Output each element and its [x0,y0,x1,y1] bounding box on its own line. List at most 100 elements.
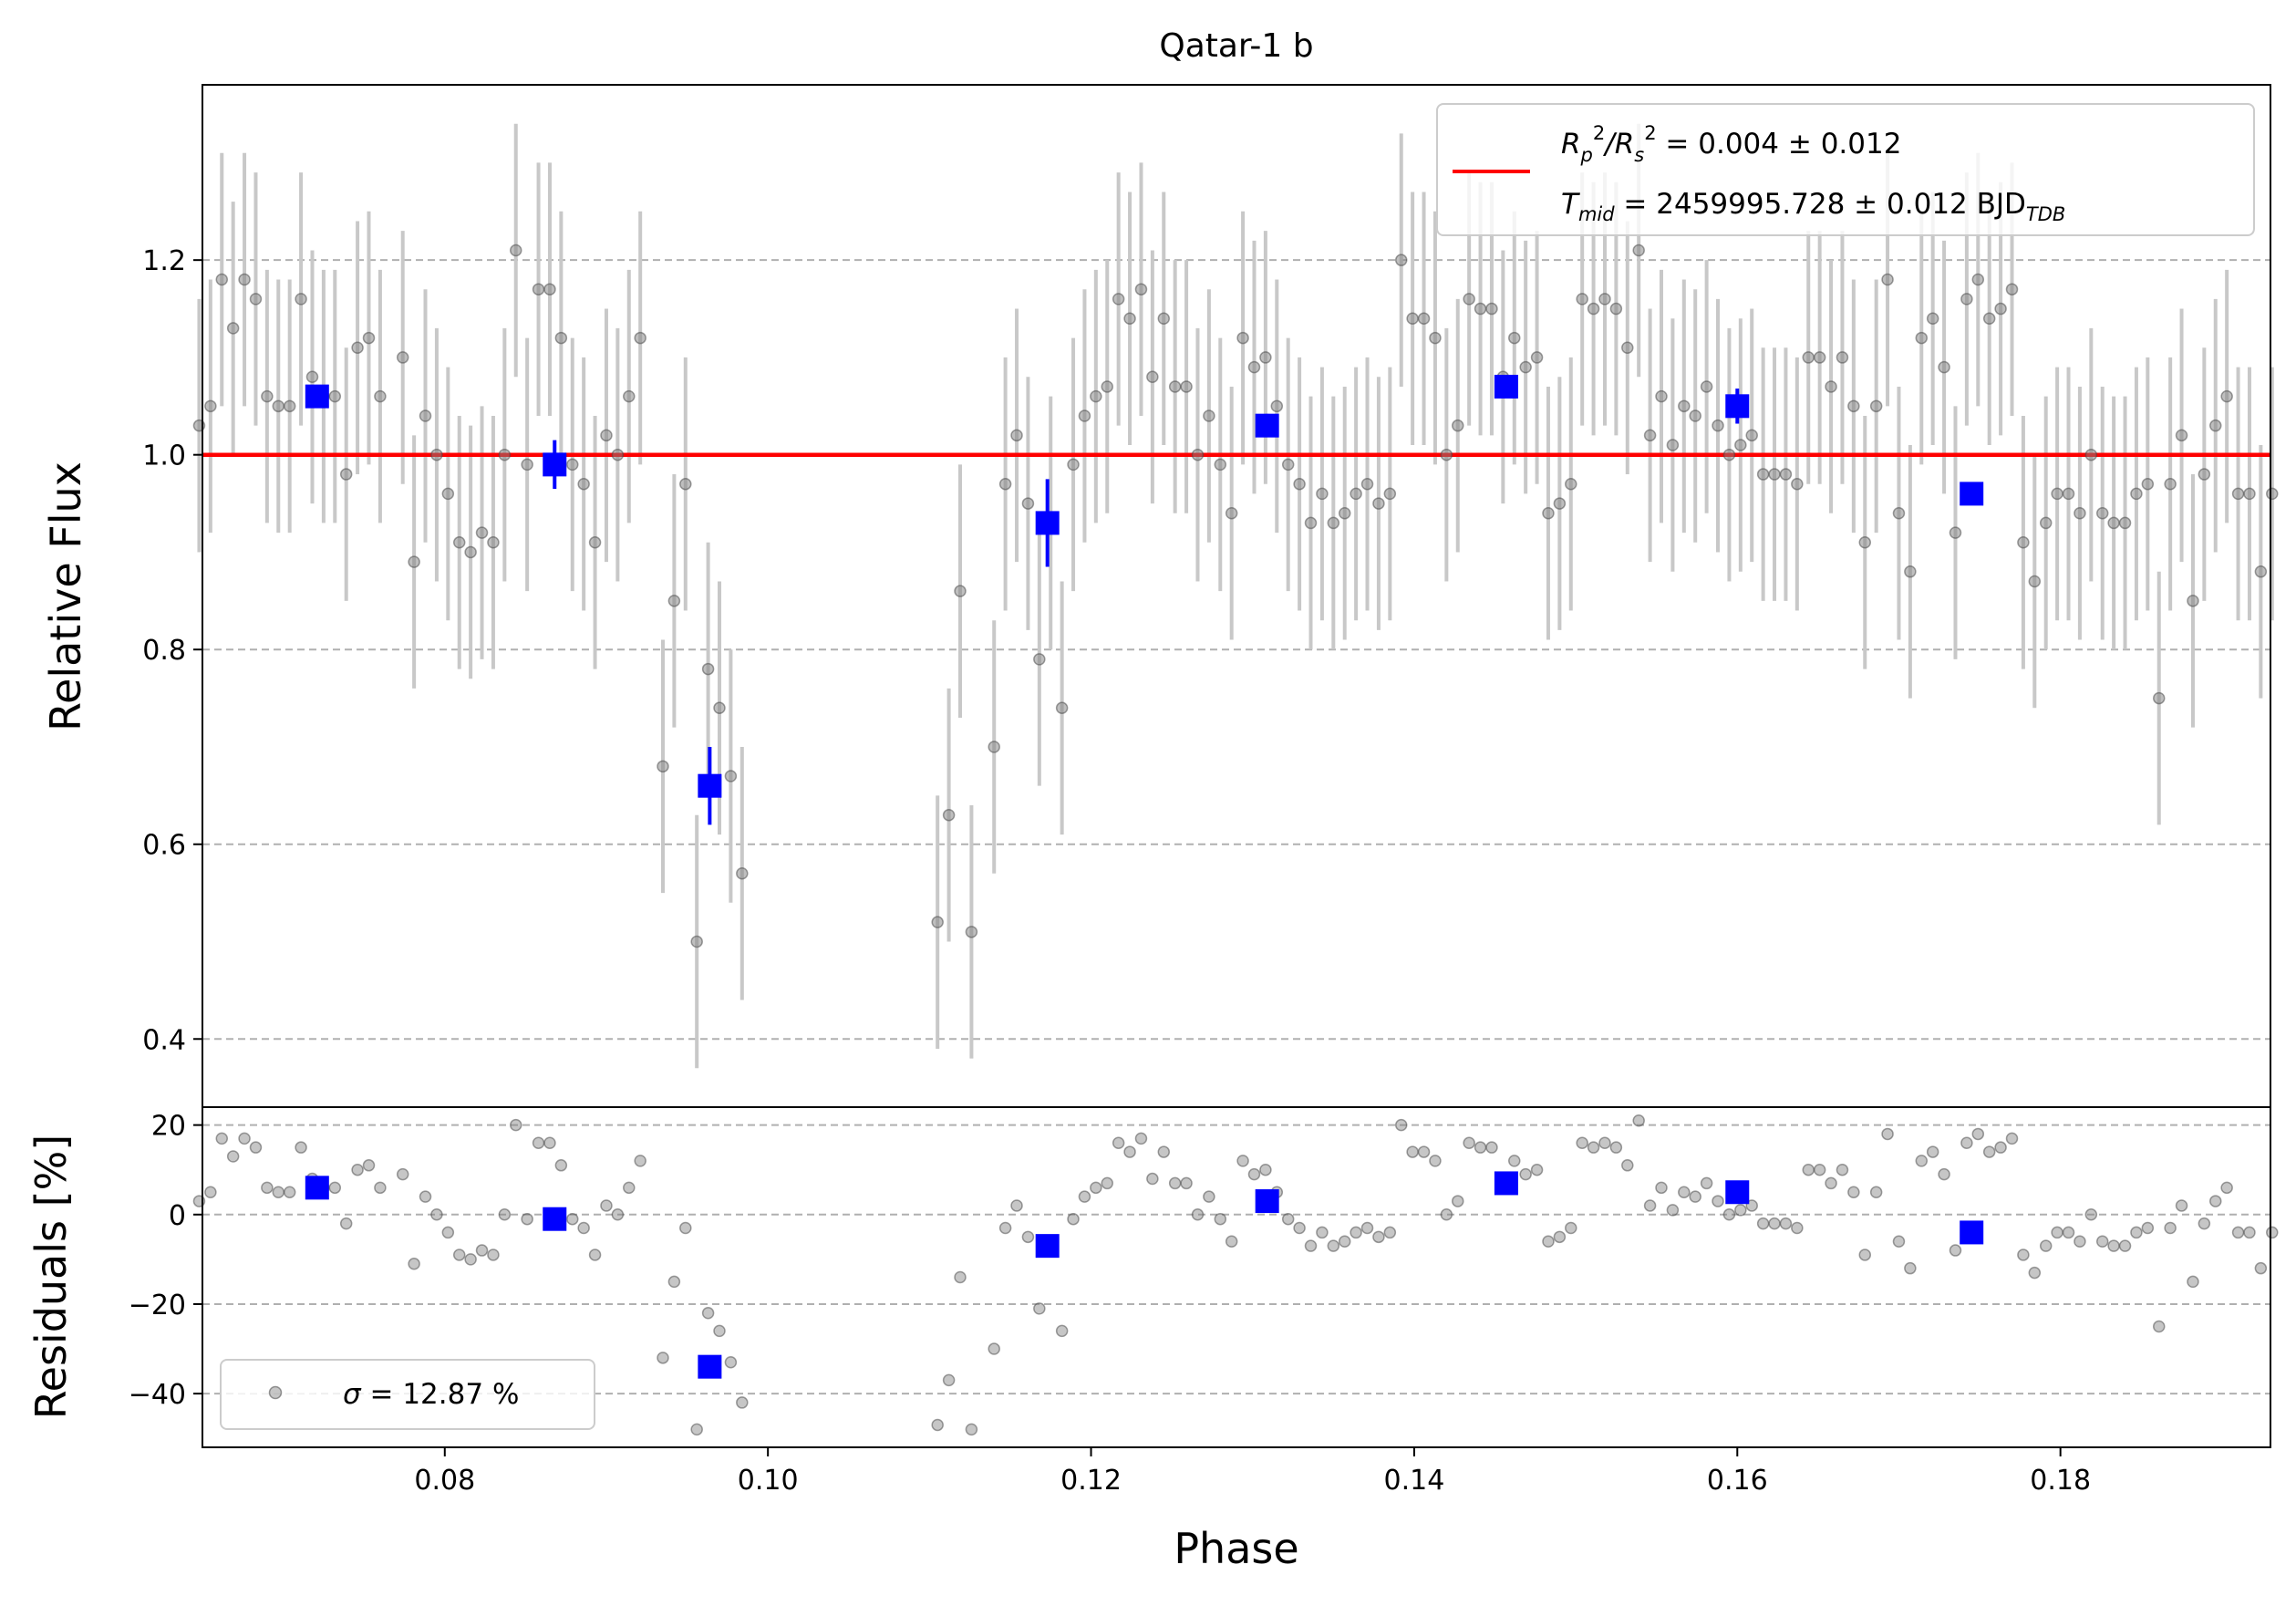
residual-point [1960,1136,1973,1150]
top-data-point [2187,595,2199,607]
top-y-axis-title: Relative Flux [41,461,90,731]
top-data-point [532,283,545,295]
x-tick-label: 0.10 [738,1465,799,1497]
top-data-point [2266,487,2279,501]
residual-point [295,1141,307,1154]
top-data-point [2074,507,2086,520]
top-data-point [2005,283,2019,295]
top-data-point [1485,302,1498,316]
residual-point [2084,1208,2098,1221]
top-data-point [1847,399,1860,413]
residual-point [2231,1226,2245,1239]
residual-point [1429,1155,1442,1167]
top-data-point [1429,331,1442,345]
residual-point [965,1423,978,1436]
top-data-point [351,341,364,355]
residual-point [1982,1145,1996,1158]
residual-point [1700,1176,1713,1190]
residual-point [1134,1132,1148,1145]
top-binned-point [1725,394,1750,419]
top-y-tick-label: 0.8 [142,635,186,667]
top-data-point [1236,331,1249,345]
bottom-legend-marker [268,1385,283,1400]
residual-point [2062,1226,2075,1239]
residual-point [2209,1195,2222,1207]
residual-point [2039,1239,2053,1252]
top-data-point [1960,293,1973,306]
top-data-point [2209,419,2222,432]
top-data-point [1293,477,1306,491]
top-panel-data-points [192,243,2279,948]
residual-point [1643,1199,1657,1212]
residual-point [419,1190,432,1203]
bottom-y-tick-label: 20 [151,1111,186,1143]
top-data-point [1157,312,1171,325]
top-data-point [1451,419,1464,432]
top-data-point [1090,389,1102,403]
top-data-point [1825,380,1837,393]
top-data-point [623,389,636,403]
residual-point [1304,1239,1318,1252]
residual-point [1021,1230,1035,1244]
top-data-point [611,448,625,461]
top-data-point [1553,497,1567,510]
top-data-point [1247,360,1261,374]
residual-point [577,1221,590,1235]
top-data-point [1643,429,1657,442]
top-data-point [1203,409,1215,422]
residual-point [998,1221,1012,1235]
top-data-point [1745,429,1758,442]
top-data-point [1372,497,1385,510]
top-data-point [1112,293,1125,306]
residual-binned-point [1725,1180,1750,1205]
top-data-point [204,399,217,413]
residual-binned-point [305,1176,329,1200]
residual-point [1565,1221,1577,1235]
residual-point [1609,1141,1623,1154]
residual-point [2051,1226,2063,1239]
residual-point [1892,1235,1906,1248]
residual-point [701,1307,715,1320]
top-legend: Rp2/Rs2 = 0.004 ± 0.012 Tmid = 2459995.7… [1436,103,2255,236]
residual-point [1372,1230,1385,1244]
top-data-point [1982,312,1996,325]
residual-point [452,1249,466,1261]
top-y-tick-label: 1.0 [142,440,186,472]
top-data-point [1383,487,1397,501]
residual-point [1236,1155,1249,1167]
residual-point [2107,1239,2120,1252]
residual-point [1621,1159,1634,1172]
residual-point [1440,1208,1453,1221]
top-data-point [736,867,749,880]
residual-point [2243,1226,2256,1239]
residual-point [1756,1217,1770,1230]
residual-point [272,1186,285,1198]
top-data-point [1621,341,1634,355]
residual-point [1632,1114,1645,1127]
residual-point [543,1136,556,1150]
top-data-point [1259,351,1272,364]
top-data-point [954,585,967,597]
top-data-point [1180,380,1193,393]
top-data-point [1938,360,1950,374]
top-data-point [509,243,522,257]
residual-point [1316,1226,1329,1239]
bottom-y-tick-label: −40 [129,1379,186,1411]
residual-point [1417,1145,1431,1158]
top-legend-box [1436,103,2255,236]
residual-point [408,1258,420,1270]
bottom-y-axis-title: Residuals [%] [26,1135,76,1419]
residual-point [283,1186,296,1198]
top-data-point [2062,487,2075,501]
top-data-point [1010,429,1023,442]
residual-point [1281,1212,1295,1226]
top-data-point [249,293,263,306]
residual-point [238,1132,251,1145]
top-data-point [1892,507,1906,520]
top-binned-point [1035,511,1060,535]
residual-point [1383,1226,1397,1239]
residual-point [1881,1127,1894,1141]
residual-point [1010,1199,1023,1212]
top-data-point [430,448,443,461]
bottom-panel-data-points [192,1114,2279,1436]
